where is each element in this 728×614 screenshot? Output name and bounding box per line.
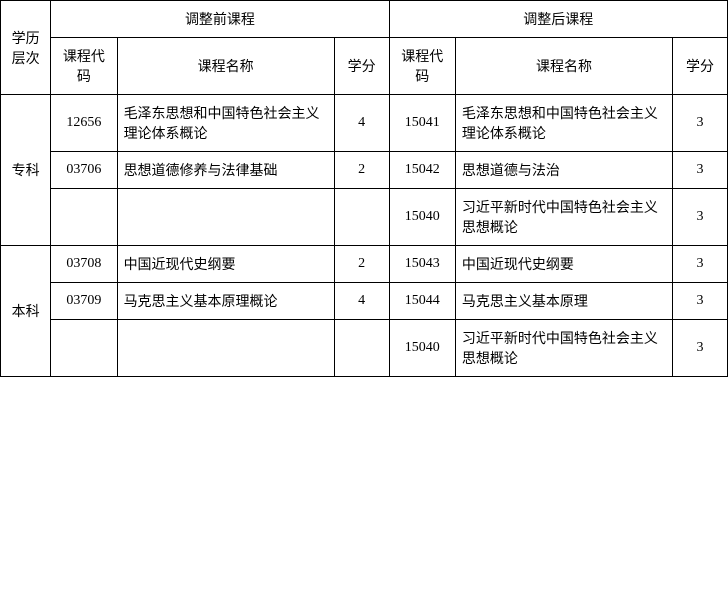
after-name: 习近平新时代中国特色社会主义思想概论 [455, 320, 672, 377]
header-before-code: 课程代码 [51, 38, 117, 95]
header-after-name: 课程名称 [455, 38, 672, 95]
level-cell: 本科 [1, 246, 51, 377]
header-row-1: 学历层次 调整前课程 调整后课程 [1, 1, 728, 38]
after-credit: 3 [673, 189, 728, 246]
before-credit: 4 [334, 95, 389, 152]
before-code: 12656 [51, 95, 117, 152]
before-name: 毛泽东思想和中国特色社会主义理论体系概论 [117, 95, 334, 152]
before-name [117, 189, 334, 246]
table-row: 15040 习近平新时代中国特色社会主义思想概论 3 [1, 189, 728, 246]
header-row-2: 课程代码 课程名称 学分 课程代码 课程名称 学分 [1, 38, 728, 95]
before-code [51, 320, 117, 377]
after-credit: 3 [673, 95, 728, 152]
table-row: 专科 12656 毛泽东思想和中国特色社会主义理论体系概论 4 15041 毛泽… [1, 95, 728, 152]
after-credit: 3 [673, 320, 728, 377]
after-name: 马克思主义基本原理 [455, 283, 672, 320]
table-row: 本科 03708 中国近现代史纲要 2 15043 中国近现代史纲要 3 [1, 246, 728, 283]
header-after: 调整后课程 [389, 1, 727, 38]
table-row: 15040 习近平新时代中国特色社会主义思想概论 3 [1, 320, 728, 377]
before-credit [334, 320, 389, 377]
table-row: 03709 马克思主义基本原理概论 4 15044 马克思主义基本原理 3 [1, 283, 728, 320]
before-code: 03709 [51, 283, 117, 320]
level-cell: 专科 [1, 95, 51, 246]
after-credit: 3 [673, 152, 728, 189]
header-before-credit: 学分 [334, 38, 389, 95]
after-name: 毛泽东思想和中国特色社会主义理论体系概论 [455, 95, 672, 152]
before-credit: 4 [334, 283, 389, 320]
after-code: 15042 [389, 152, 455, 189]
before-credit: 2 [334, 152, 389, 189]
after-code: 15043 [389, 246, 455, 283]
before-credit [334, 189, 389, 246]
course-adjustment-table: 学历层次 调整前课程 调整后课程 课程代码 课程名称 学分 课程代码 课程名称 … [0, 0, 728, 377]
header-after-code: 课程代码 [389, 38, 455, 95]
before-name: 马克思主义基本原理概论 [117, 283, 334, 320]
before-name: 思想道德修养与法律基础 [117, 152, 334, 189]
after-name: 习近平新时代中国特色社会主义思想概论 [455, 189, 672, 246]
after-code: 15044 [389, 283, 455, 320]
header-after-credit: 学分 [673, 38, 728, 95]
before-code [51, 189, 117, 246]
before-code: 03706 [51, 152, 117, 189]
after-credit: 3 [673, 246, 728, 283]
header-level: 学历层次 [1, 1, 51, 95]
after-code: 15040 [389, 189, 455, 246]
table-row: 03706 思想道德修养与法律基础 2 15042 思想道德与法治 3 [1, 152, 728, 189]
after-code: 15040 [389, 320, 455, 377]
header-before-name: 课程名称 [117, 38, 334, 95]
before-code: 03708 [51, 246, 117, 283]
header-before: 调整前课程 [51, 1, 389, 38]
before-name: 中国近现代史纲要 [117, 246, 334, 283]
after-code: 15041 [389, 95, 455, 152]
after-name: 思想道德与法治 [455, 152, 672, 189]
after-credit: 3 [673, 283, 728, 320]
before-name [117, 320, 334, 377]
before-credit: 2 [334, 246, 389, 283]
after-name: 中国近现代史纲要 [455, 246, 672, 283]
